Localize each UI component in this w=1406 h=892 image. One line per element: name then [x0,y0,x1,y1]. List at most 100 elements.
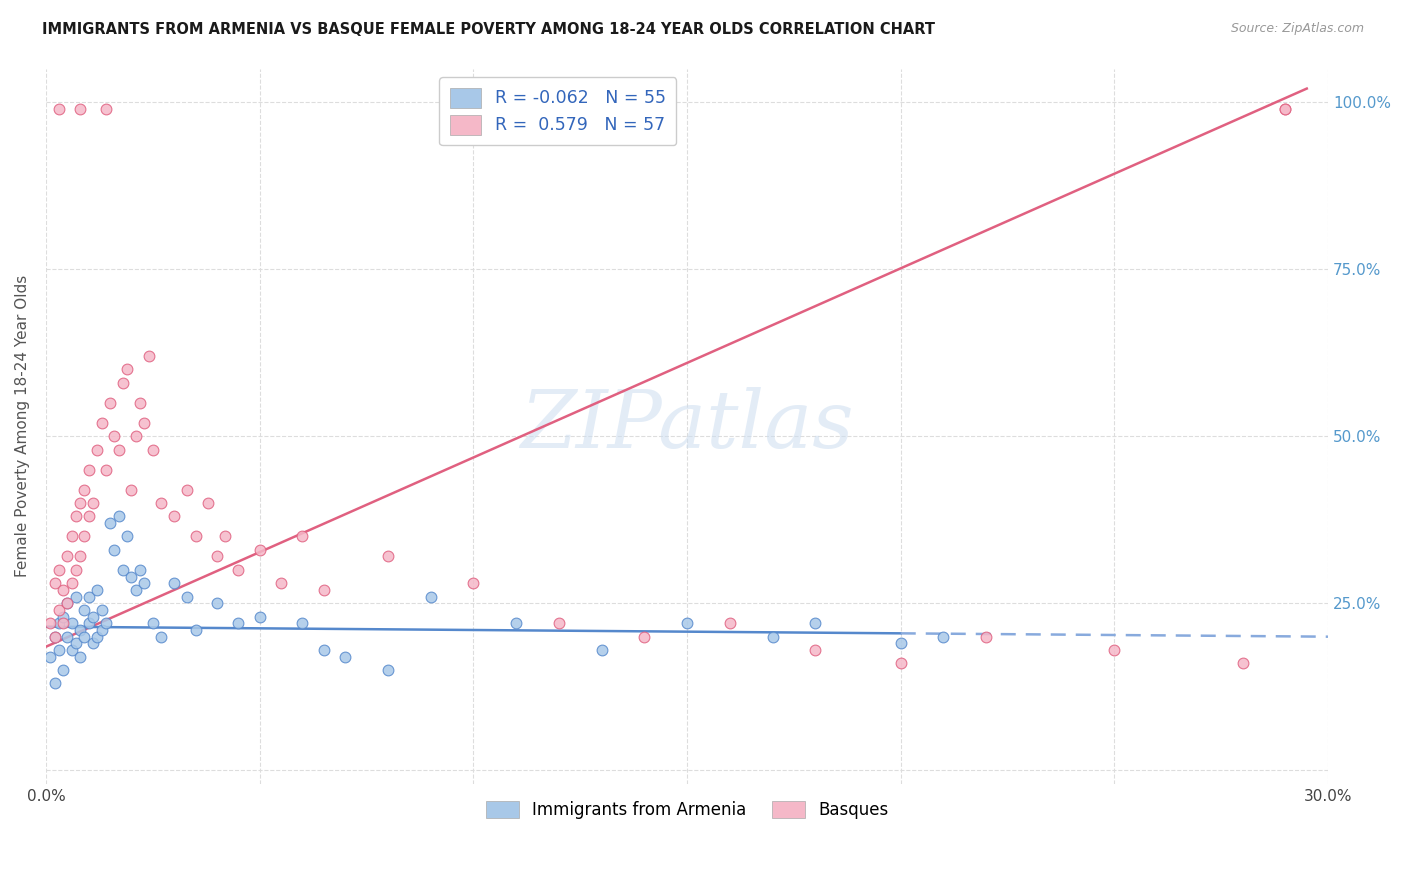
Point [44,630,66,644]
Point [134,416,156,430]
Point [73,483,96,497]
Point [60,529,83,543]
Point [98,395,121,409]
Point [56,596,79,610]
Point [184,623,207,637]
Point [52,616,75,631]
Point [463,576,485,591]
Point [65,590,87,604]
Point [1104,643,1126,657]
Point [48,603,70,617]
Point [39,649,62,664]
Point [249,609,271,624]
Point [65,509,87,524]
Point [125,429,148,443]
Point [974,630,997,644]
Point [804,616,827,631]
Point [129,563,152,577]
Point [90,623,112,637]
Point [111,376,134,390]
Point [65,636,87,650]
Point [129,395,152,409]
Point [86,442,108,457]
Point [125,582,148,597]
Point [69,649,91,664]
Point [505,616,527,631]
Legend: Immigrants from Armenia, Basques: Immigrants from Armenia, Basques [479,794,896,825]
Point [214,529,236,543]
Point [69,549,91,564]
Point [226,616,249,631]
Point [312,582,335,597]
Point [1232,657,1254,671]
Point [1274,102,1296,116]
Point [333,649,356,664]
Point [56,630,79,644]
Point [111,563,134,577]
Point [103,429,125,443]
Point [115,362,138,376]
Point [134,576,156,591]
Point [249,542,271,557]
Text: IMMIGRANTS FROM ARMENIA VS BASQUE FEMALE POVERTY AMONG 18-24 YEAR OLDS CORRELATI: IMMIGRANTS FROM ARMENIA VS BASQUE FEMALE… [42,22,935,37]
Point [107,509,129,524]
Point [82,496,104,510]
Point [77,616,100,631]
Point [184,529,207,543]
Point [103,542,125,557]
Point [60,643,83,657]
Text: ZIPatlas: ZIPatlas [520,387,853,465]
Point [98,516,121,530]
Point [120,569,142,583]
Point [44,630,66,644]
Point [120,483,142,497]
Point [138,349,160,363]
Point [932,630,955,644]
Point [48,616,70,631]
Point [804,643,827,657]
Point [142,442,165,457]
Text: Source: ZipAtlas.com: Source: ZipAtlas.com [1230,22,1364,36]
Point [77,462,100,476]
Point [163,509,186,524]
Point [291,529,314,543]
Point [77,509,100,524]
Point [82,636,104,650]
Point [48,643,70,657]
Point [73,630,96,644]
Point [48,102,70,116]
Point [890,657,912,671]
Point [115,529,138,543]
Point [547,616,569,631]
Point [39,616,62,631]
Point [82,609,104,624]
Point [761,630,783,644]
Point [90,603,112,617]
Point [107,442,129,457]
Point [69,623,91,637]
Point [377,549,399,564]
Point [633,630,655,644]
Point [86,582,108,597]
Point [591,643,613,657]
Point [419,590,441,604]
Point [718,616,741,631]
Point [65,563,87,577]
Point [142,616,165,631]
Y-axis label: Female Poverty Among 18-24 Year Olds: Female Poverty Among 18-24 Year Olds [15,275,30,577]
Point [60,576,83,591]
Point [226,563,249,577]
Point [52,582,75,597]
Point [73,603,96,617]
Point [890,636,912,650]
Point [197,496,219,510]
Point [94,616,117,631]
Point [48,563,70,577]
Point [163,576,186,591]
Point [94,102,117,116]
Point [176,590,198,604]
Point [56,596,79,610]
Point [150,496,173,510]
Point [270,576,292,591]
Point [56,549,79,564]
